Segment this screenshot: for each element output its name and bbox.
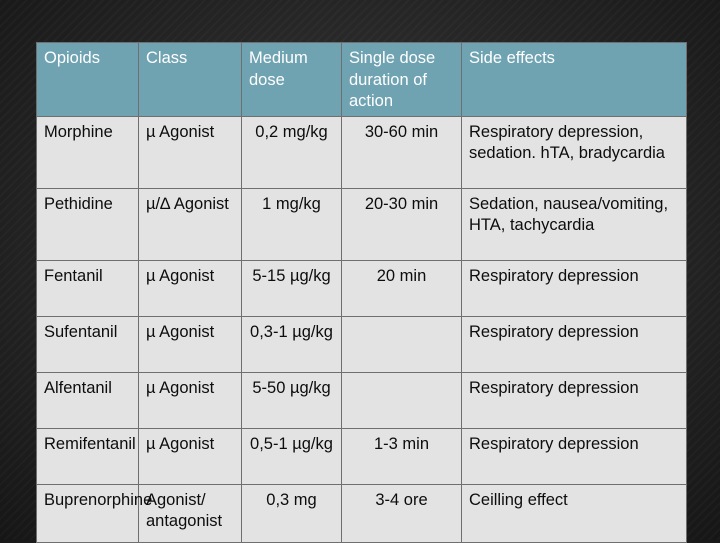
cell-class: µ Agonist (138, 315, 242, 373)
cell-side-effects: Respiratory depression (461, 371, 687, 429)
cell-side-effects: Ceilling effect (461, 483, 687, 543)
cell-duration: 30-60 min (341, 115, 462, 189)
cell-opioid: Fentanil (36, 259, 139, 317)
cell-dose: 0,5-1 µg/kg (241, 427, 342, 485)
cell-side-effects: Respiratory depression (461, 315, 687, 373)
cell-duration (341, 371, 462, 429)
cell-side-effects: Respiratory depression (461, 427, 687, 485)
cell-opioid: Morphine (36, 115, 139, 189)
cell-opioid: Pethidine (36, 187, 139, 261)
cell-side-effects: Sedation, nausea/vomiting, HTA, tachycar… (461, 187, 687, 261)
cell-opioid: Alfentanil (36, 371, 139, 429)
cell-dose: 5-15 µg/kg (241, 259, 342, 317)
cell-duration: 1-3 min (341, 427, 462, 485)
cell-class: µ Agonist (138, 115, 242, 189)
table-row: Pethidine µ/∆ Agonist 1 mg/kg 20-30 min … (36, 187, 687, 261)
header-duration: Single dose duration of action (341, 42, 462, 117)
cell-opioid: Remifentanil (36, 427, 139, 485)
cell-side-effects: Respiratory depression (461, 259, 687, 317)
cell-class: Agonist/ antagonist (138, 483, 242, 543)
table-row: Buprenorphine Agonist/ antagonist 0,3 mg… (36, 483, 687, 543)
cell-duration: 3-4 ore (341, 483, 462, 543)
table-row: Alfentanil µ Agonist 5-50 µg/kg Respirat… (36, 371, 687, 429)
cell-class: µ/∆ Agonist (138, 187, 242, 261)
header-opioids: Opioids (36, 42, 139, 117)
cell-dose: 0,2 mg/kg (241, 115, 342, 189)
cell-dose: 0,3-1 µg/kg (241, 315, 342, 373)
cell-duration (341, 315, 462, 373)
cell-class: µ Agonist (138, 259, 242, 317)
header-class: Class (138, 42, 242, 117)
cell-duration: 20 min (341, 259, 462, 317)
opioids-table: Opioids Class Medium dose Single dose du… (36, 42, 687, 543)
cell-duration: 20-30 min (341, 187, 462, 261)
cell-opioid: Buprenorphine (36, 483, 152, 543)
cell-dose: 0,3 mg (241, 483, 342, 543)
header-medium-dose: Medium dose (241, 42, 342, 117)
cell-dose: 5-50 µg/kg (241, 371, 342, 429)
header-side-effects: Side effects (461, 42, 687, 117)
cell-opioid: Sufentanil (36, 315, 139, 373)
cell-side-effects: Respiratory depression, sedation. hTA, b… (461, 115, 687, 189)
table-row: Fentanil µ Agonist 5-15 µg/kg 20 min Res… (36, 259, 687, 317)
table-row: Sufentanil µ Agonist 0,3-1 µg/kg Respira… (36, 315, 687, 373)
table-row: Morphine µ Agonist 0,2 mg/kg 30-60 min R… (36, 115, 687, 189)
header-row: Opioids Class Medium dose Single dose du… (36, 42, 687, 117)
cell-class: µ Agonist (138, 371, 242, 429)
cell-dose: 1 mg/kg (241, 187, 342, 261)
cell-class: µ Agonist (138, 427, 242, 485)
table-row: Remifentanil µ Agonist 0,5-1 µg/kg 1-3 m… (36, 427, 687, 485)
